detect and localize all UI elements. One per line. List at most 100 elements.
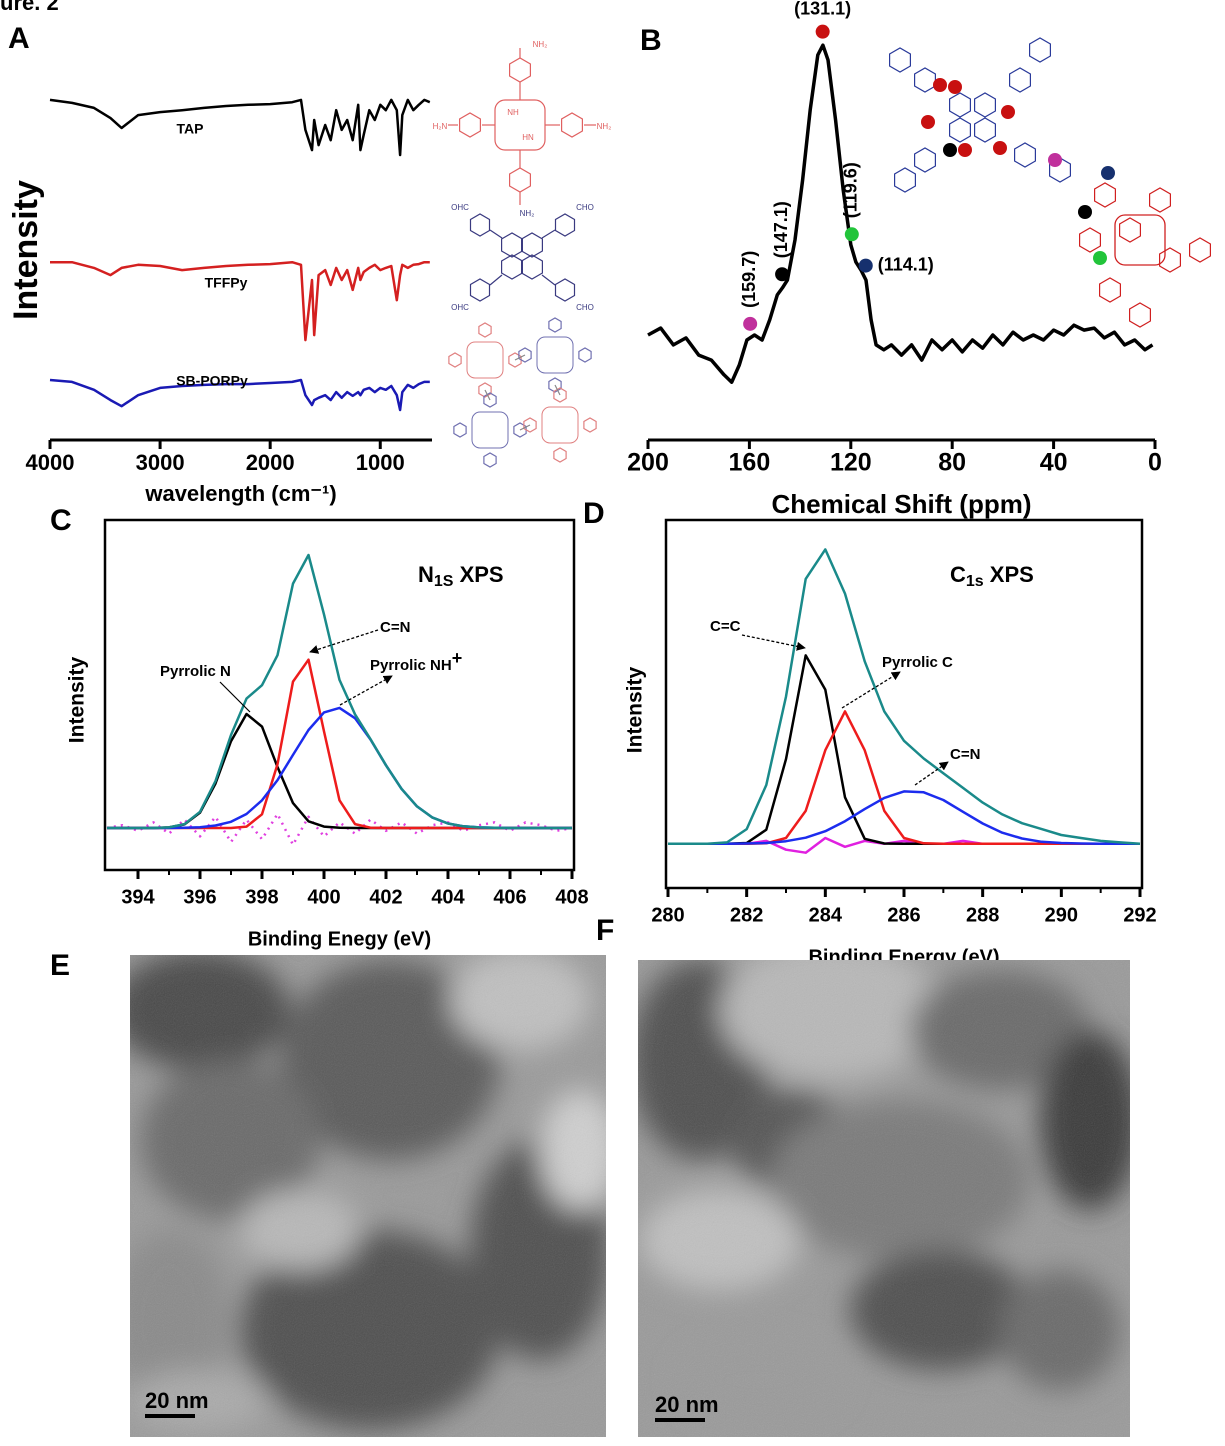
structure-dot [1078, 205, 1092, 219]
x-tick-label: 4000 [26, 450, 75, 475]
structure-dot [1093, 251, 1107, 265]
x-tick-label: 408 [555, 886, 588, 908]
data-line [668, 790, 1140, 846]
structure-label: H₂N [433, 122, 448, 131]
data-line [50, 260, 430, 342]
x-tick-label: 404 [431, 886, 465, 908]
data-line [668, 836, 1140, 854]
bond [541, 274, 556, 286]
structure-label: OHC [451, 203, 469, 212]
ring [523, 417, 537, 433]
panel-label: E [50, 949, 70, 982]
x-tick-label: 284 [809, 904, 843, 926]
ring [1148, 187, 1172, 213]
x-tick-label: 160 [729, 449, 771, 477]
annotation: C=C [710, 618, 741, 635]
ring [1008, 67, 1032, 93]
ring [501, 232, 524, 258]
ring [554, 278, 576, 302]
data-line [107, 712, 572, 830]
x-tick-label: 1000 [356, 450, 405, 475]
title-part: N [418, 562, 434, 587]
annotation: C=N [380, 619, 410, 636]
structure-dot [943, 143, 957, 157]
annotation: C=N [950, 746, 980, 763]
ring [888, 47, 912, 73]
x-tick-label: 280 [651, 904, 684, 926]
plot-frame [103, 518, 576, 872]
ring [520, 254, 544, 280]
peak-label: (114.1) [878, 254, 934, 274]
tem-image [130, 955, 606, 1437]
tem-image [638, 960, 1130, 1437]
porphyrin-core [494, 99, 546, 151]
ring [509, 57, 532, 83]
bond [519, 424, 531, 431]
data-line [107, 706, 572, 830]
panel-label: F [596, 914, 614, 947]
structure-dot [933, 78, 947, 92]
y-axis-label: Intensity [624, 667, 647, 754]
x-tick-label: 282 [730, 904, 763, 926]
network-unit [471, 411, 509, 449]
ring [1078, 227, 1102, 253]
peak-marker [775, 267, 790, 282]
chart-title: C1s XPS [950, 562, 1034, 590]
ring [560, 112, 584, 138]
title-part: 1S [434, 573, 454, 590]
structure-dot [1001, 105, 1015, 119]
ring [548, 317, 562, 333]
x-axis-label: Binding Enegy (eV) [248, 928, 431, 950]
structure-label: NH₂ [533, 40, 548, 49]
structure-dot [921, 115, 935, 129]
scale-bar-label: 20 nm [145, 1388, 209, 1413]
structure-dot [1101, 166, 1115, 180]
x-axis-label: wavelength (cm⁻¹) [144, 481, 336, 506]
ring [948, 92, 972, 118]
ring [509, 167, 532, 193]
bond [489, 274, 503, 286]
bond [514, 354, 526, 361]
ring [1098, 277, 1122, 303]
bond [541, 229, 556, 239]
bond [554, 384, 561, 396]
x-axis-label: Chemical Shift (ppm) [771, 489, 1031, 519]
ring [520, 232, 544, 258]
ring [483, 452, 497, 468]
ring [1093, 182, 1117, 208]
peak-label: (119.6) [841, 162, 861, 218]
x-tick-label: 40 [1040, 449, 1068, 477]
data-line [107, 658, 572, 830]
structure-label: CHO [576, 203, 594, 212]
structure-dot [993, 141, 1007, 155]
structure-label: CHO [576, 303, 594, 312]
x-tick-label: 0 [1148, 449, 1162, 477]
ring [469, 213, 491, 237]
data-line [107, 553, 572, 830]
ring [583, 417, 597, 433]
ring [1158, 247, 1182, 273]
ring [459, 112, 481, 138]
ring [1013, 142, 1037, 168]
x-tick-label: 2000 [246, 450, 295, 475]
x-tick-label: 290 [1045, 904, 1078, 926]
structure-label: OHC [451, 303, 469, 312]
data-line [668, 710, 1140, 846]
data-line [668, 654, 1140, 846]
x-tick-label: 3000 [136, 450, 185, 475]
annotation-arrow [841, 671, 901, 709]
x-tick-label: 398 [245, 886, 278, 908]
panel-label: B [640, 24, 662, 57]
title-part: XPS [984, 562, 1034, 587]
title-part: XPS [453, 562, 503, 587]
ring [578, 347, 592, 363]
annotation: Pyrrolic C [882, 654, 953, 671]
peak-marker [858, 258, 873, 273]
panel-label: D [583, 497, 605, 530]
x-tick-label: 292 [1123, 904, 1156, 926]
series-label: TAP [177, 121, 204, 137]
ring [973, 92, 997, 118]
x-tick-label: 406 [493, 886, 526, 908]
porphyrin-core [1114, 214, 1166, 266]
ring [1128, 302, 1152, 328]
